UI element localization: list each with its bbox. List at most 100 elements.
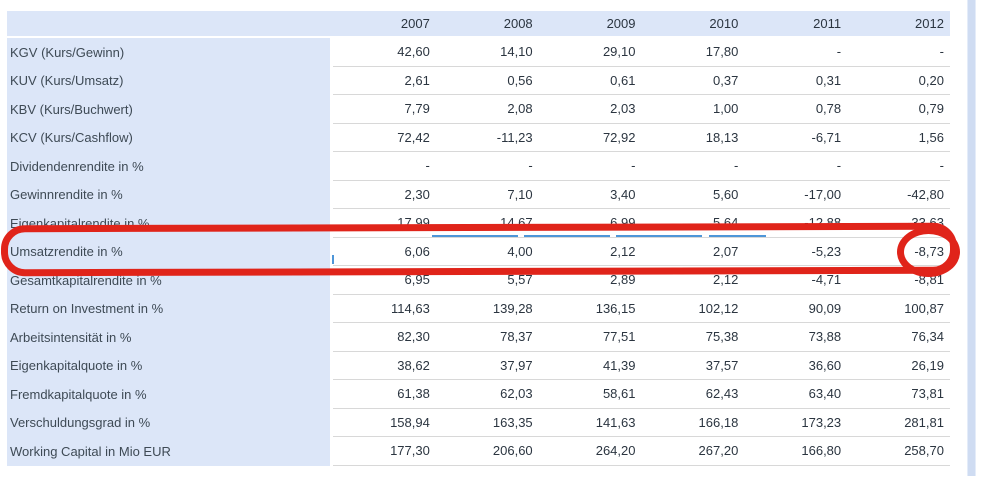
column-header-2010: 2010 <box>709 16 739 31</box>
cell-value: 1,56 <box>847 124 950 152</box>
cell-value: 2,12 <box>538 238 642 266</box>
cell-value: 0,20 <box>847 67 950 95</box>
column-header-2008: 2008 <box>503 16 533 31</box>
cell-value: 102,12 <box>641 295 745 323</box>
cell-value: -8,81 <box>847 266 950 295</box>
cell-value: 163,35 <box>435 409 539 437</box>
cell-value: 6,95 <box>333 266 436 295</box>
cell-value: 62,03 <box>435 380 539 409</box>
row-label: Eigenkapitalquote in % <box>7 351 333 380</box>
cell-value: 2,61 <box>333 67 436 95</box>
column-header-2012: 2012 <box>915 16 944 31</box>
cell-value: 3,40 <box>538 181 642 209</box>
cell-value: 1,00 <box>641 95 745 124</box>
cell-value: 26,19 <box>847 352 950 380</box>
cell-value: -17,00 <box>744 181 848 209</box>
row-label: Arbeitsintensität in % <box>7 323 333 352</box>
row-label: KUV (Kurs/Umsatz) <box>7 66 333 95</box>
cell-value: - <box>435 152 539 181</box>
cell-value: 281,81 <box>847 409 950 437</box>
cell-value: 0,61 <box>538 67 642 95</box>
cell-value: 62,43 <box>641 380 745 409</box>
cell-value: 5,57 <box>435 266 539 295</box>
table-row: KGV (Kurs/Gewinn) 42,60 14,10 29,10 17,8… <box>7 38 950 67</box>
cell-value: -12,88 <box>744 209 848 238</box>
table-row: Arbeitsintensität in % 82,30 78,37 77,51… <box>7 323 950 352</box>
row-label: Fremdkapitalquote in % <box>7 380 333 409</box>
table-row: Gesamtkapitalrendite in % 6,95 5,57 2,89… <box>7 266 950 295</box>
cell-value: 29,10 <box>538 38 642 67</box>
row-label: Dividendenrendite in % <box>7 152 333 181</box>
cell-value: 0,37 <box>641 67 745 95</box>
selection-underline-segment <box>432 235 518 237</box>
row-label: Verschuldungsgrad in % <box>7 408 333 437</box>
cell-value: 0,79 <box>847 95 950 124</box>
cell-value: 17,99 <box>333 209 436 238</box>
selection-underline-segment <box>709 235 766 237</box>
cell-value: 63,40 <box>744 380 848 409</box>
cell-value: 2,03 <box>538 95 642 124</box>
cell-value: 18,13 <box>641 124 745 152</box>
cell-value: 72,92 <box>538 124 642 152</box>
row-label: Gewinnrendite in % <box>7 180 333 209</box>
row-label: KCV (Kurs/Cashflow) <box>7 123 333 152</box>
cell-value: 37,97 <box>435 352 539 380</box>
cell-value: 0,56 <box>435 67 539 95</box>
table-row: Return on Investment in % 114,63 139,28 … <box>7 294 950 323</box>
row-label: Gesamtkapitalrendite in % <box>7 266 333 295</box>
ratios-table: 2007 2008 2009 2010 2011 2012 KGV (Kurs/… <box>7 11 950 466</box>
row-label: Return on Investment in % <box>7 294 333 323</box>
cell-value: 158,94 <box>333 409 436 437</box>
cell-value: 2,12 <box>641 266 745 295</box>
table-body: KGV (Kurs/Gewinn) 42,60 14,10 29,10 17,8… <box>7 38 950 466</box>
cell-value: 136,15 <box>538 295 642 323</box>
table-row: Verschuldungsgrad in % 158,94 163,35 141… <box>7 408 950 437</box>
row-label: Umsatzrendite in % <box>7 237 333 266</box>
cell-value: - <box>847 38 950 67</box>
cell-value: 76,34 <box>847 323 950 352</box>
cell-value: 166,80 <box>744 437 848 466</box>
cell-value: -5,23 <box>744 238 848 266</box>
row-label: KGV (Kurs/Gewinn) <box>7 38 333 67</box>
table-header: 2007 2008 2009 2010 2011 2012 <box>7 11 950 38</box>
cell-value: 114,63 <box>333 295 436 323</box>
cell-value: 72,42 <box>333 124 436 152</box>
scrollbar-track[interactable] <box>967 0 976 476</box>
cell-value: 7,79 <box>333 95 436 124</box>
cell-value: 173,23 <box>744 409 848 437</box>
cell-value: -11,23 <box>435 124 539 152</box>
cell-value: -6,71 <box>744 124 848 152</box>
cell-value: 264,20 <box>538 437 642 466</box>
cell-value: 78,37 <box>435 323 539 352</box>
header-spacer <box>7 11 333 36</box>
cell-value: - <box>744 152 848 181</box>
cell-value: 38,62 <box>333 352 436 380</box>
cell-value: 73,81 <box>847 380 950 409</box>
cell-value: 75,38 <box>641 323 745 352</box>
cell-value: - <box>538 152 642 181</box>
cell-value: 2,30 <box>333 181 436 209</box>
cell-value: 0,31 <box>744 67 848 95</box>
cell-value: 267,20 <box>641 437 745 466</box>
cell-value: 41,39 <box>538 352 642 380</box>
table-row: KBV (Kurs/Buchwert) 7,79 2,08 2,03 1,00 … <box>7 95 950 124</box>
table-row: Eigenkapitalrendite in % 17,99 14,67 6,9… <box>7 209 950 238</box>
cell-value: 90,09 <box>744 295 848 323</box>
cell-value: - <box>847 152 950 181</box>
table-row: Working Capital in Mio EUR 177,30 206,60… <box>7 437 950 466</box>
cell-value: 73,88 <box>744 323 848 352</box>
cell-value: 58,61 <box>538 380 642 409</box>
cell-value: -4,71 <box>744 266 848 295</box>
cell-value: 61,38 <box>333 380 436 409</box>
table-row: Fremdkapitalquote in % 61,38 62,03 58,61… <box>7 380 950 409</box>
row-label: Working Capital in Mio EUR <box>7 437 333 466</box>
cell-value: 166,18 <box>641 409 745 437</box>
cell-value: - <box>641 152 745 181</box>
cell-value: 82,30 <box>333 323 436 352</box>
cell-value: 141,63 <box>538 409 642 437</box>
cell-value: 14,10 <box>435 38 539 67</box>
cell-value: 2,08 <box>435 95 539 124</box>
cell-value: 139,28 <box>435 295 539 323</box>
column-header-2011: 2011 <box>813 16 842 31</box>
